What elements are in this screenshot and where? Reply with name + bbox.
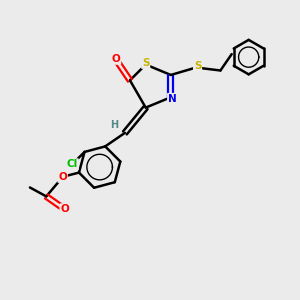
Text: Cl: Cl xyxy=(67,159,78,169)
Text: O: O xyxy=(60,204,69,214)
Text: S: S xyxy=(194,61,201,71)
Text: H: H xyxy=(110,121,118,130)
Text: O: O xyxy=(112,54,120,64)
Text: S: S xyxy=(142,58,149,68)
Text: N: N xyxy=(168,94,177,104)
Text: O: O xyxy=(58,172,67,182)
